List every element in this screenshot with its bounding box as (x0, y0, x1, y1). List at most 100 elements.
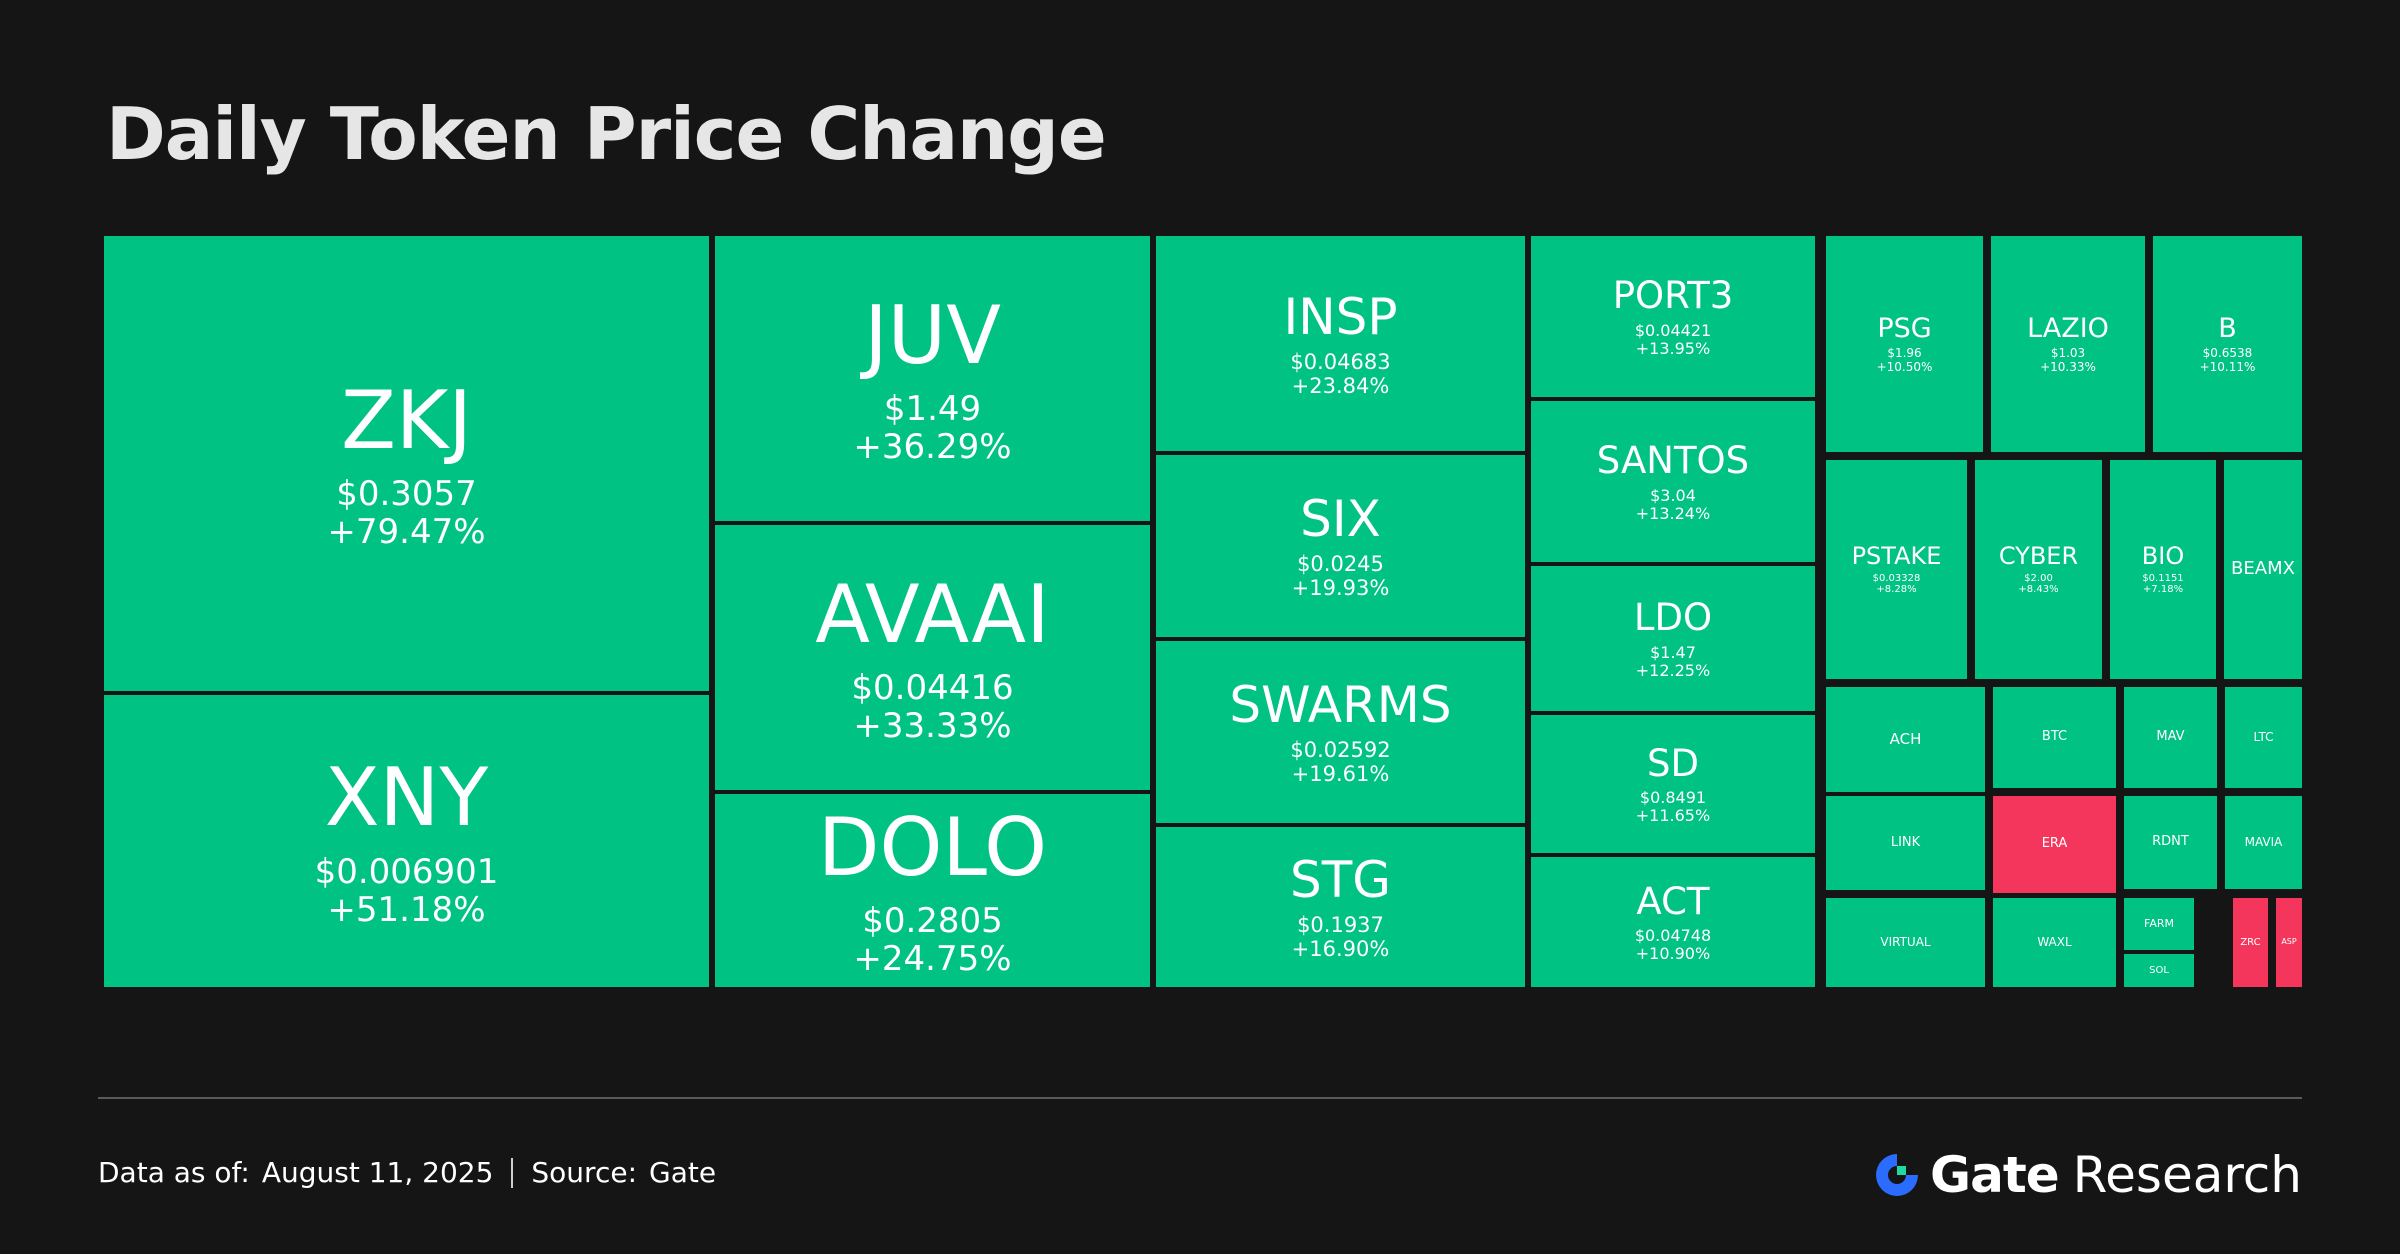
tile-symbol: SD (1646, 741, 1699, 785)
tile-mav: MAV (2124, 687, 2217, 788)
tile-xny: XNY $0.006901 +51.18% (104, 695, 709, 987)
tile-change: +12.25% (1635, 660, 1711, 680)
tile-virtual: VIRTUAL (1826, 898, 1985, 987)
tile-change: +10.33% (2040, 359, 2096, 374)
footer-info: Data as of: August 11, 2025 Source: Gate (98, 1156, 734, 1189)
tile-symbol: PORT3 (1612, 274, 1734, 318)
tile-symbol: MAV (2156, 729, 2185, 745)
tile-sd: SD $0.8491 +11.65% (1530, 715, 1815, 853)
tile-symbol: LINK (1890, 834, 1921, 850)
tile-symbol: LDO (1633, 596, 1713, 640)
brand-logo: Gate Research (1872, 1146, 2302, 1204)
tile-symbol: CYBER (1998, 542, 2079, 571)
tile-symbol: LAZIO (2027, 312, 2109, 344)
tile-price: $0.8491 (1639, 788, 1707, 808)
tile-price: $3.04 (1650, 485, 1696, 505)
tile-ldo: LDO $1.47 +12.25% (1530, 566, 1815, 711)
tile-b: B $0.6538 +10.11% (2153, 236, 2302, 452)
tile-price: $0.04748 (1634, 926, 1712, 946)
tile-symbol: INSP (1283, 287, 1398, 346)
date-label: Data as of: (98, 1156, 250, 1189)
tile-change: +8.28% (1876, 584, 1917, 596)
tile-symbol: BTC (2041, 729, 2068, 745)
tile-symbol: ACH (1889, 730, 1922, 749)
tile-price: $0.03328 (1872, 573, 1921, 585)
tile-farm: FARM (2124, 898, 2194, 950)
brand-name: Gate (1930, 1146, 2060, 1204)
tile-pstake: PSTAKE $0.03328 +8.28% (1826, 460, 1967, 679)
tile-price: $1.96 (1887, 346, 1922, 361)
tile-change: +13.95% (1635, 338, 1711, 358)
tile-change: +16.90% (1291, 936, 1390, 961)
tile-lazio: LAZIO $1.03 +10.33% (1991, 236, 2145, 452)
tile-symbol: JUV (864, 288, 1001, 382)
tile-price: $1.47 (1650, 642, 1696, 662)
tile-change: +10.50% (1876, 359, 1933, 374)
tile-insp: INSP $0.04683 +23.84% (1155, 236, 1525, 451)
tile-price: $0.02592 (1290, 738, 1391, 763)
tile-link: LINK (1826, 796, 1985, 890)
tile-price: $0.6538 (2202, 346, 2253, 361)
tile-change: +51.18% (327, 889, 486, 930)
tile-symbol: B (2218, 312, 2237, 344)
tile-change: +13.24% (1635, 503, 1711, 523)
tile-change: +19.61% (1291, 762, 1390, 786)
tile-psg: PSG $1.96 +10.50% (1826, 236, 1983, 452)
tile-ltc: LTC (2225, 687, 2302, 788)
tile-act: ACT $0.04748 +10.90% (1530, 857, 1815, 987)
tile-beamx: BEAMX (2224, 460, 2302, 679)
tile-symbol: RDNT (2152, 834, 2189, 850)
tile-price: $0.04416 (851, 668, 1014, 709)
footer-divider (98, 1097, 2302, 1099)
tile-price: $0.1937 (1297, 913, 1384, 938)
tile-symbol: STG (1289, 851, 1391, 910)
tile-rdnt: RDNT (2124, 796, 2217, 889)
tile-era: ERA (1993, 796, 2116, 893)
tile-price: $1.03 (2050, 346, 2086, 361)
tile-symbol: LTC (2253, 729, 2274, 744)
tile-change: +8.43% (2018, 584, 2059, 596)
tile-symbol: XNY (324, 751, 489, 845)
tile-symbol: AVAAI (815, 567, 1050, 661)
tile-change: +24.75% (853, 939, 1012, 980)
tile-mavia: MAVIA (2225, 796, 2302, 889)
tile-sol: SOL (2124, 954, 2194, 987)
tile-price: $0.2805 (862, 901, 1003, 942)
tile-symbol: PSTAKE (1851, 542, 1942, 571)
tile-symbol: ZRC (2240, 936, 2261, 948)
tile-price: $1.49 (883, 389, 982, 430)
tile-change: +10.90% (1635, 944, 1711, 964)
tile-price: $2.00 (2024, 573, 2053, 585)
tile-zrc: ZRC (2232, 898, 2268, 987)
tile-price: $0.1151 (2142, 573, 2184, 585)
treemap: ZKJ $0.3057 +79.47% XNY $0.006901 +51.18% JUV $… (104, 236, 2302, 987)
tile-symbol: DOLO (817, 800, 1048, 894)
tile-price: $0.3057 (336, 474, 477, 515)
tile-avaai: AVAAI $0.04416 +33.33% (715, 525, 1150, 790)
tile-stg: STG $0.1937 +16.90% (1155, 827, 1525, 987)
tile-symbol: WAXL (2037, 934, 2072, 949)
tile-bio: BIO $0.1151 +7.18% (2110, 460, 2216, 679)
tile-symbol: BIO (2141, 542, 2185, 571)
tile-santos: SANTOS $3.04 +13.24% (1530, 401, 1815, 562)
tile-symbol: SIX (1300, 490, 1381, 549)
tile-symbol: PSG (1877, 312, 1932, 344)
tile-change: +19.93% (1291, 576, 1390, 600)
tile-asp: ASP (2276, 898, 2302, 987)
tile-dolo: DOLO $0.2805 +24.75% (715, 794, 1150, 987)
source-label: Source: (531, 1156, 638, 1189)
tile-symbol: ERA (2041, 836, 2068, 852)
tile-price: $0.04683 (1290, 349, 1391, 374)
tile-ach: ACH (1826, 687, 1985, 792)
tile-symbol: BEAMX (2231, 558, 2295, 580)
tile-change: +23.84% (1291, 373, 1390, 398)
tile-six: SIX $0.0245 +19.93% (1155, 455, 1525, 637)
tile-change: +79.47% (327, 512, 486, 553)
tile-symbol: SANTOS (1596, 439, 1750, 483)
tile-symbol: SWARMS (1229, 676, 1452, 735)
brand-suffix: Research (2072, 1146, 2302, 1204)
tile-juv: JUV $1.49 +36.29% (715, 236, 1150, 521)
tile-price: $0.006901 (314, 851, 499, 892)
tile-change: +33.33% (853, 706, 1012, 747)
tile-swarms: SWARMS $0.02592 +19.61% (1155, 641, 1525, 823)
